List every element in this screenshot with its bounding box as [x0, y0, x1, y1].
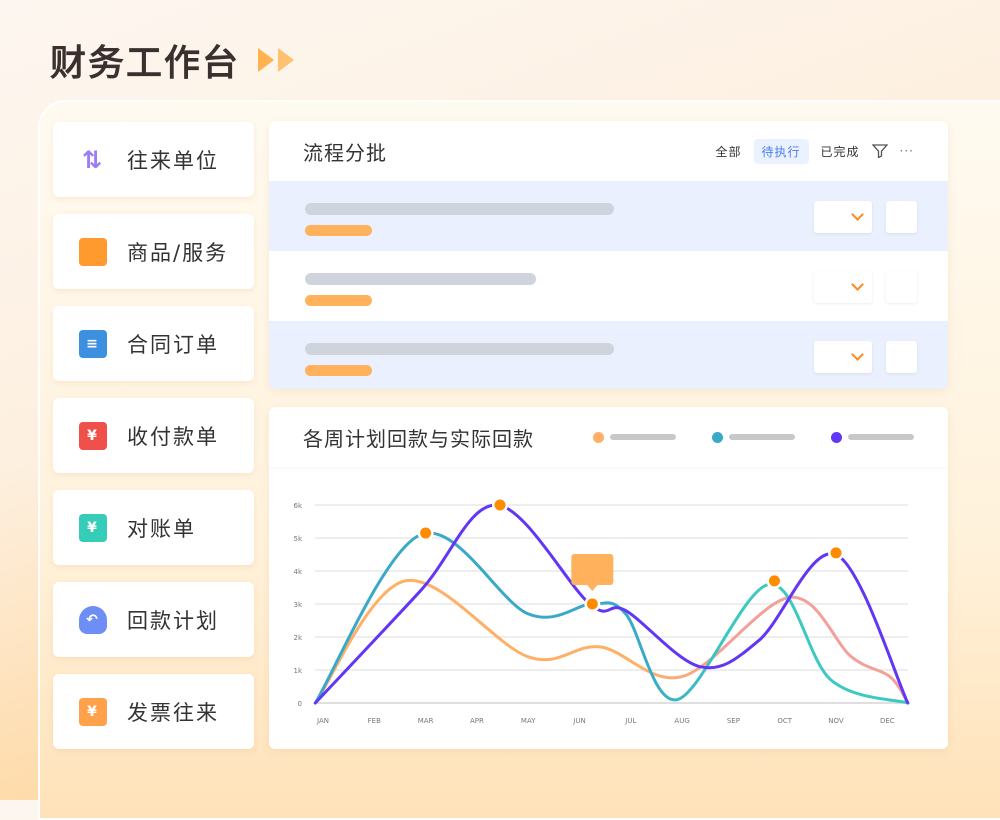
sidebar-item-3[interactable]: ¥ 收付款单: [53, 398, 254, 473]
sidebar-item-label: 发票往来: [127, 700, 219, 725]
money-bag-icon: ↶: [79, 605, 107, 634]
process-title: 流程分批: [303, 140, 387, 165]
list-item[interactable]: [269, 181, 948, 251]
payment-receipt-icon: ¥: [79, 421, 107, 450]
process-card: 流程分批 全部 待执行 已完成 ···: [269, 121, 948, 389]
sidebar-item-label: 收付款单: [127, 424, 219, 449]
checkbox[interactable]: [886, 201, 917, 233]
dropdown[interactable]: [814, 341, 872, 373]
filter-icon[interactable]: [871, 144, 888, 158]
statement-book-icon: ¥: [79, 513, 107, 542]
sidebar-item-6[interactable]: ¥ 发票往来: [53, 674, 254, 749]
filter-pending[interactable]: 待执行: [753, 138, 809, 164]
dropdown[interactable]: [814, 201, 872, 233]
double-arrow-icon: [258, 48, 298, 72]
sidebar-item-label: 回款计划: [127, 608, 219, 633]
dropdown[interactable]: [814, 271, 872, 303]
sidebar-item-label: 合同订单: [127, 332, 219, 357]
sidebar-item-0[interactable]: ⇅ 往来单位: [53, 122, 254, 197]
checkbox[interactable]: [886, 271, 917, 303]
filter-done[interactable]: 已完成: [820, 144, 860, 159]
invoice-ticket-icon: ¥: [79, 697, 107, 726]
legend-item: [831, 431, 914, 443]
chart-card: 各周计划回款与实际回款: [269, 407, 948, 749]
legend-item: [593, 431, 676, 443]
sidebar-item-label: 往来单位: [127, 148, 219, 173]
sidebar-item-5[interactable]: ↶ 回款计划: [53, 582, 254, 657]
legend-item: [712, 431, 795, 443]
contract-clipboard-icon: ≡: [79, 329, 107, 358]
checkbox[interactable]: [886, 341, 917, 373]
list-item[interactable]: [269, 321, 948, 389]
shopping-bag-icon: [79, 237, 107, 266]
page-title: 财务工作台: [50, 34, 298, 86]
chart-title: 各周计划回款与实际回款: [303, 426, 534, 451]
more-icon[interactable]: ···: [899, 144, 914, 158]
sidebar-item-2[interactable]: ≡ 合同订单: [53, 306, 254, 381]
sidebar-item-label: 对账单: [127, 516, 196, 541]
list-item[interactable]: [269, 251, 948, 321]
sidebar-item-4[interactable]: ¥ 对账单: [53, 490, 254, 565]
sidebar-item-1[interactable]: 商品/服务: [53, 214, 254, 289]
sidebar-item-label: 商品/服务: [127, 240, 229, 265]
exchange-arrows-icon: ⇅: [81, 145, 105, 174]
filter-all[interactable]: 全部: [715, 144, 742, 159]
